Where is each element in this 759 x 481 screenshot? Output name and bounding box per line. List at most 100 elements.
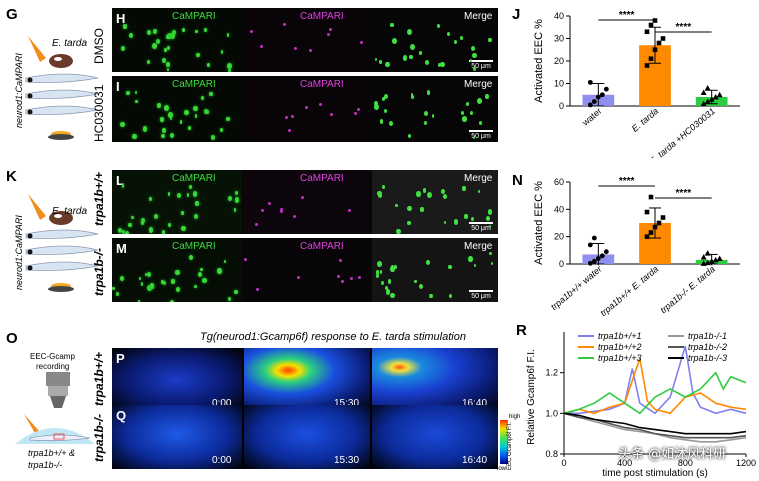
eec-cell (376, 270, 380, 275)
eec-cell (486, 215, 490, 221)
eec-cell (329, 113, 333, 117)
eec-cell (131, 215, 134, 220)
eec-cell (224, 259, 227, 264)
timestamp: 16:40 (462, 398, 488, 409)
eec-cell (201, 95, 205, 100)
panel-q-frame-1: Q 0:00 (112, 405, 242, 469)
eec-cell (128, 32, 133, 38)
panel-p-frame-3: 16:40 (372, 348, 498, 412)
eec-cell (423, 120, 427, 125)
eec-cell (250, 29, 254, 33)
eec-cell (396, 228, 401, 234)
eec-cell (422, 188, 427, 193)
data-point (648, 230, 654, 235)
eec-cell (472, 52, 477, 59)
eec-cell (491, 261, 494, 266)
x-tick-label: trpa1b+/+ E. tarda (598, 264, 660, 316)
eec-cell (442, 193, 447, 200)
condition-label-wt: trpa1b+/+ (92, 171, 106, 226)
eec-cell (414, 279, 417, 283)
channel-label: Merge (464, 79, 493, 90)
eec-cell (380, 280, 384, 286)
panel-i-merge: Merge 50 μm (372, 76, 498, 142)
y-tick-label: 20 (554, 56, 564, 66)
panel-label-r: R (516, 322, 527, 339)
eec-cell (149, 197, 153, 202)
eec-cell (472, 135, 475, 139)
eec-cell (228, 68, 231, 72)
eec-cell (360, 41, 364, 45)
data-point (648, 22, 654, 28)
data-point (648, 194, 654, 200)
eec-cell (137, 299, 140, 302)
data-point (591, 235, 597, 241)
data-point (599, 92, 605, 98)
eec-cell (195, 114, 198, 118)
eec-cell (207, 63, 210, 67)
eec-cell (376, 261, 382, 267)
eec-cell (161, 230, 166, 234)
panel-i-images: I CaMPARI CaMPARI Merge 50 μm (112, 76, 498, 142)
eec-cell (440, 188, 445, 195)
eec-cell (424, 59, 429, 66)
eec-cell (220, 50, 224, 54)
eec-cell (148, 227, 154, 233)
eec-cell (176, 192, 182, 199)
eec-cell (194, 284, 197, 289)
scale-bar: 50 μm (466, 60, 496, 70)
eec-cell (234, 289, 238, 295)
eec-cell (462, 116, 467, 122)
eec-cell (336, 274, 340, 278)
panel-h-images: H CaMPARI CaMPARI Merge 50 μm (112, 8, 498, 72)
eec-cell (255, 287, 259, 291)
eec-cell (141, 221, 145, 226)
eec-cell (431, 114, 435, 119)
eec-cell (436, 24, 440, 29)
data-point (603, 86, 609, 92)
y-tick-label: 0.8 (545, 449, 558, 459)
condition-label-ko2: trpa1b-/- (92, 414, 106, 462)
eec-cell (145, 272, 148, 277)
eec-cell (120, 121, 125, 127)
eec-cell (402, 55, 408, 61)
eec-cell (354, 112, 358, 116)
panel-p-frame-2: 15:30 (244, 348, 370, 412)
eec-cell (209, 91, 213, 96)
eec-cell (468, 256, 473, 262)
y-tick-label: 30 (554, 34, 564, 44)
eec-cell (329, 28, 333, 32)
chart-r: 0.8 1.0 1.2 0 400 800 1200 Relative Gcamp6f F.I… (526, 331, 756, 478)
data-point (656, 220, 662, 226)
eec-cell (184, 109, 189, 116)
eec-cell (200, 267, 203, 272)
y-tick-label: 0 (559, 101, 564, 111)
x-tick-label-group: trpa1b-/- E. tarda (658, 264, 717, 315)
eec-cell (219, 128, 223, 133)
eec-cell (121, 184, 125, 189)
eec-cell (485, 94, 489, 99)
line-label-g: neurod1:CaMPARI (14, 53, 24, 128)
eec-cell (179, 120, 182, 124)
eec-cell (146, 30, 151, 36)
eec-cell (437, 62, 442, 68)
watermark: 头条 @如沐风科研 (618, 447, 727, 462)
eec-cell (426, 192, 432, 199)
series-line (563, 412, 747, 435)
data-point (587, 242, 593, 248)
eec-cell (152, 43, 158, 49)
eec-cell (407, 133, 411, 138)
panel-l-images: L CaMPARI CaMPARI Merge 50 μm (112, 170, 498, 234)
y-tick-label: 10 (554, 79, 564, 89)
eec-cell (448, 265, 452, 270)
eec-cell (123, 24, 127, 29)
panel-l-magenta: CaMPARI (244, 170, 370, 234)
legend-label: trpa1b-/-3 (688, 353, 727, 363)
eec-cell (446, 31, 451, 36)
eec-cell (408, 54, 413, 60)
panel-i-green: I CaMPARI (112, 76, 242, 142)
eec-cell (420, 207, 424, 212)
panel-label-m: M (116, 241, 127, 256)
channel-label: CaMPARI (172, 241, 216, 252)
eec-cell (139, 277, 142, 281)
